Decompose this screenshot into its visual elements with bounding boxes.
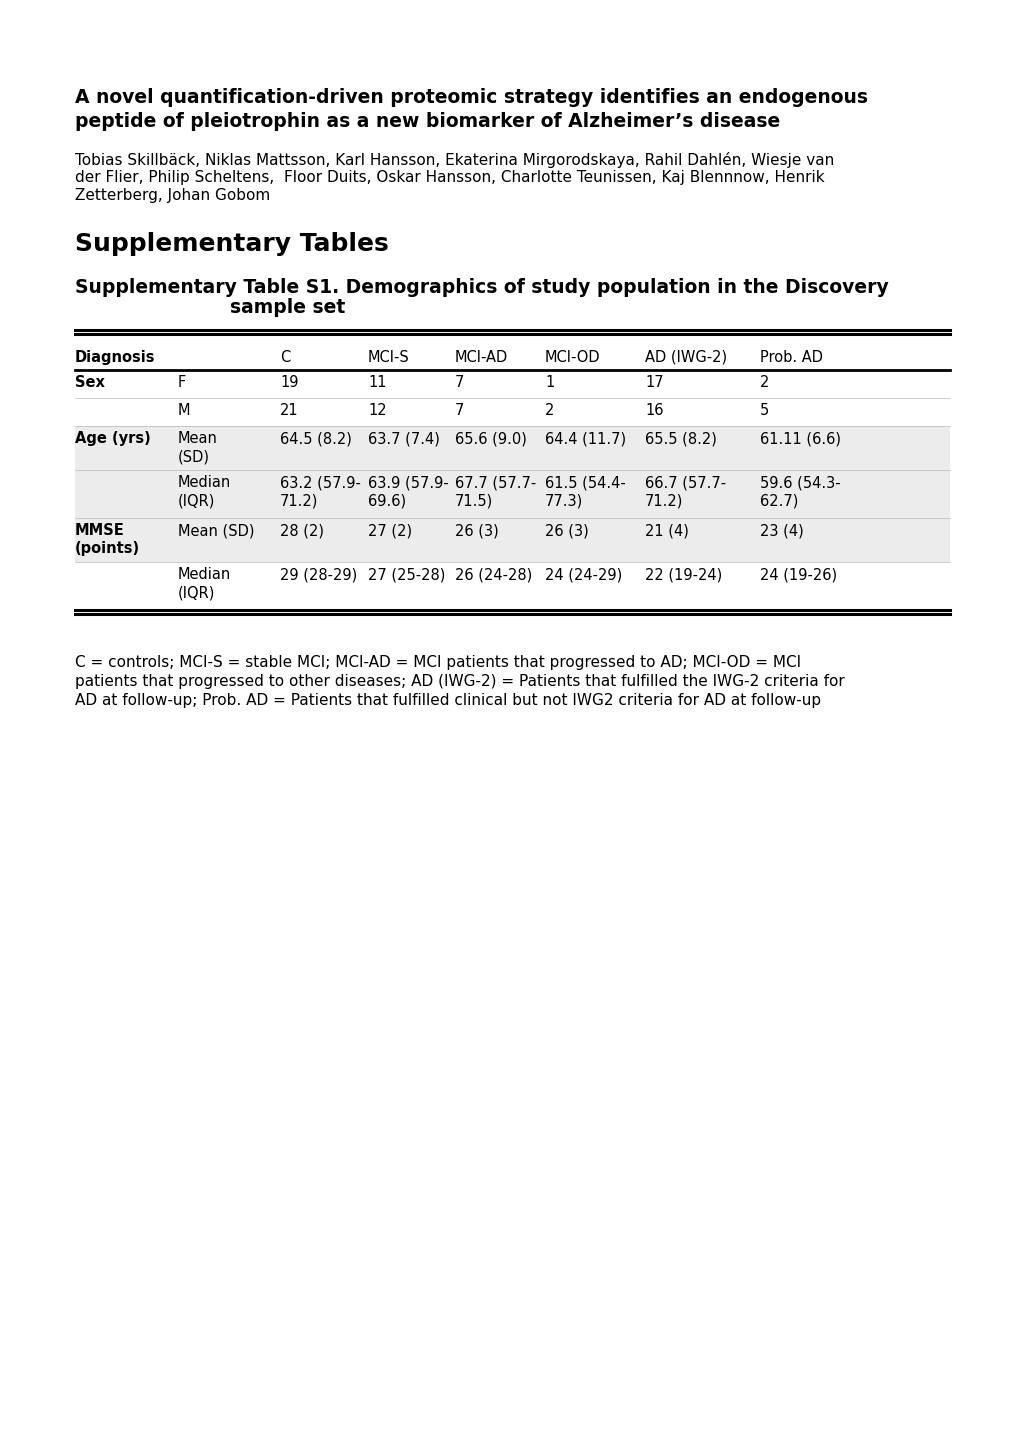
Text: Supplementary Tables: Supplementary Tables <box>75 232 388 255</box>
Text: 11: 11 <box>368 375 386 390</box>
Text: 66.7 (57.7-
71.2): 66.7 (57.7- 71.2) <box>644 475 726 508</box>
Text: Diagnosis: Diagnosis <box>75 351 155 365</box>
Bar <box>75 518 949 561</box>
Text: 63.9 (57.9-
69.6): 63.9 (57.9- 69.6) <box>368 475 448 508</box>
Text: 7: 7 <box>454 375 464 390</box>
Bar <box>75 470 949 518</box>
Text: Supplementary Table S1. Demographics of study population in the Discovery: Supplementary Table S1. Demographics of … <box>75 278 888 297</box>
Text: Median
(IQR): Median (IQR) <box>178 475 231 508</box>
Text: Sex: Sex <box>75 375 105 390</box>
Text: 63.7 (7.4): 63.7 (7.4) <box>368 431 439 446</box>
Text: 63.2 (57.9-
71.2): 63.2 (57.9- 71.2) <box>280 475 361 508</box>
Text: 61.5 (54.4-
77.3): 61.5 (54.4- 77.3) <box>544 475 625 508</box>
Text: 26 (3): 26 (3) <box>454 522 498 538</box>
Text: 59.6 (54.3-
62.7): 59.6 (54.3- 62.7) <box>759 475 840 508</box>
Text: 24 (19-26): 24 (19-26) <box>759 567 837 582</box>
Text: 64.5 (8.2): 64.5 (8.2) <box>280 431 352 446</box>
Text: 21 (4): 21 (4) <box>644 522 688 538</box>
Text: 1: 1 <box>544 375 553 390</box>
Text: C: C <box>280 351 290 365</box>
Text: Age (yrs): Age (yrs) <box>75 431 151 446</box>
Text: 28 (2): 28 (2) <box>280 522 324 538</box>
Text: 23 (4): 23 (4) <box>759 522 803 538</box>
Text: Median
(IQR): Median (IQR) <box>178 567 231 600</box>
Text: Mean
(SD): Mean (SD) <box>178 431 218 465</box>
Text: 27 (25-28): 27 (25-28) <box>368 567 445 582</box>
Text: Mean (SD): Mean (SD) <box>178 522 255 538</box>
Text: 5: 5 <box>759 403 768 418</box>
Text: 16: 16 <box>644 403 662 418</box>
Text: 65.6 (9.0): 65.6 (9.0) <box>454 431 527 446</box>
Text: C = controls; MCI-S = stable MCI; MCI-AD = MCI patients that progressed to AD; M: C = controls; MCI-S = stable MCI; MCI-AD… <box>75 655 800 670</box>
Text: 2: 2 <box>759 375 768 390</box>
Text: 27 (2): 27 (2) <box>368 522 412 538</box>
Text: F: F <box>178 375 186 390</box>
Text: 12: 12 <box>368 403 386 418</box>
Text: A novel quantification-driven proteomic strategy identifies an endogenous: A novel quantification-driven proteomic … <box>75 88 867 107</box>
Text: AD (IWG-2): AD (IWG-2) <box>644 351 727 365</box>
Text: 24 (24-29): 24 (24-29) <box>544 567 622 582</box>
Text: 26 (24-28): 26 (24-28) <box>454 567 532 582</box>
Text: sample set: sample set <box>229 299 344 317</box>
Text: 64.4 (11.7): 64.4 (11.7) <box>544 431 626 446</box>
Text: 26 (3): 26 (3) <box>544 522 588 538</box>
Text: 17: 17 <box>644 375 663 390</box>
Text: MCI-S: MCI-S <box>368 351 410 365</box>
Text: 67.7 (57.7-
71.5): 67.7 (57.7- 71.5) <box>454 475 536 508</box>
Text: Zetterberg, Johan Gobom: Zetterberg, Johan Gobom <box>75 188 270 203</box>
Text: patients that progressed to other diseases; AD (IWG-2) = Patients that fulfilled: patients that progressed to other diseas… <box>75 674 844 688</box>
Text: 21: 21 <box>280 403 299 418</box>
Text: 65.5 (8.2): 65.5 (8.2) <box>644 431 716 446</box>
Bar <box>75 426 949 470</box>
Text: 19: 19 <box>280 375 299 390</box>
Text: Tobias Skillbäck, Niklas Mattsson, Karl Hansson, Ekaterina Mirgorodskaya, Rahil : Tobias Skillbäck, Niklas Mattsson, Karl … <box>75 152 834 167</box>
Text: 7: 7 <box>454 403 464 418</box>
Text: 22 (19-24): 22 (19-24) <box>644 567 721 582</box>
Text: MMSE
(points): MMSE (points) <box>75 522 140 556</box>
Text: peptide of pleiotrophin as a new biomarker of Alzheimer’s disease: peptide of pleiotrophin as a new biomark… <box>75 113 780 131</box>
Text: 2: 2 <box>544 403 554 418</box>
Text: MCI-OD: MCI-OD <box>544 351 600 365</box>
Text: 29 (28-29): 29 (28-29) <box>280 567 357 582</box>
Text: AD at follow-up; Prob. AD = Patients that fulfilled clinical but not IWG2 criter: AD at follow-up; Prob. AD = Patients tha… <box>75 693 820 709</box>
Text: der Flier, Philip Scheltens,  Floor Duits, Oskar Hansson, Charlotte Teunissen, K: der Flier, Philip Scheltens, Floor Duits… <box>75 170 823 185</box>
Text: M: M <box>178 403 191 418</box>
Text: MCI-AD: MCI-AD <box>454 351 507 365</box>
Text: Prob. AD: Prob. AD <box>759 351 822 365</box>
Text: 61.11 (6.6): 61.11 (6.6) <box>759 431 841 446</box>
